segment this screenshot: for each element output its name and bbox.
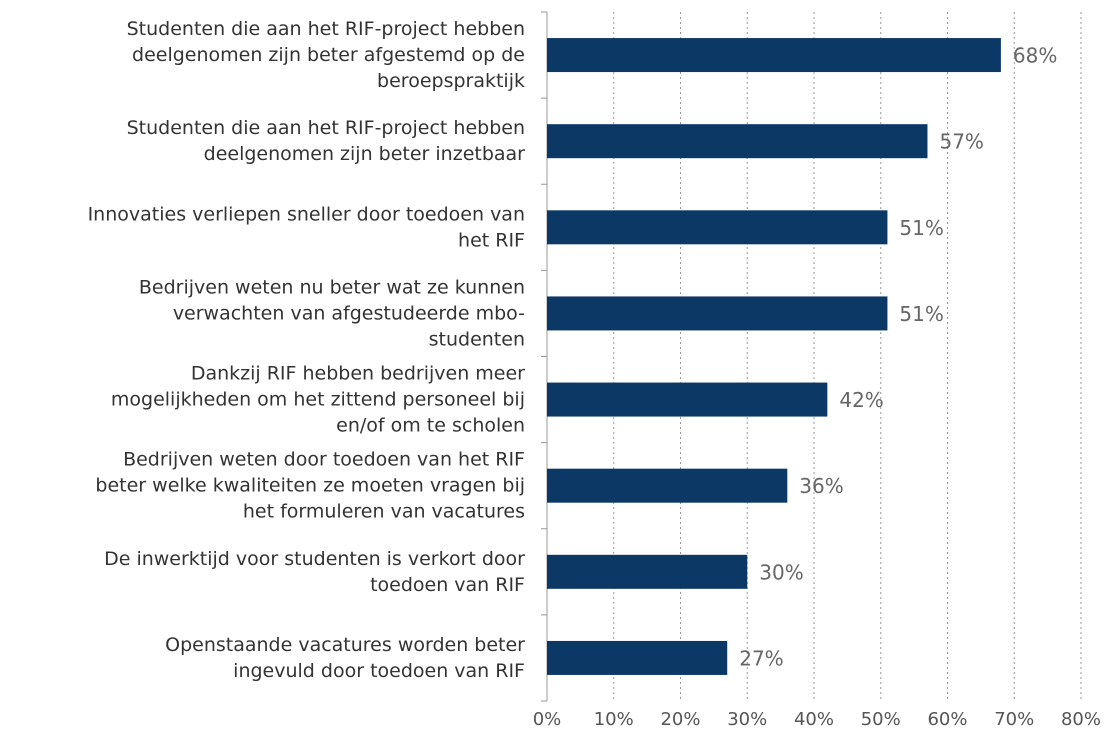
value-label: 51% (899, 302, 943, 326)
category-label: Dankzij RIF hebben bedrijven meer mogelij… (111, 362, 525, 436)
category-label: Studenten die aan het RIF-project hebben… (127, 18, 525, 92)
bar (547, 124, 928, 159)
bar (547, 38, 1001, 73)
bar (547, 382, 828, 417)
value-label: 51% (899, 216, 943, 240)
x-tick-label: 80% (1061, 709, 1101, 730)
bar (547, 468, 788, 503)
x-tick-label: 40% (794, 709, 834, 730)
category-label: Innovaties verliepen sneller door toedoe… (88, 203, 525, 251)
value-label: 27% (739, 646, 783, 670)
bar (547, 210, 888, 245)
value-label: 36% (799, 474, 843, 498)
x-tick-label: 30% (727, 709, 767, 730)
x-tick-label: 20% (660, 709, 700, 730)
category-label: Openstaande vacatures worden beter ingevu… (165, 633, 525, 681)
category-label: De inwerktijd voor studenten is verkort … (104, 547, 525, 595)
x-tick-label: 70% (994, 709, 1034, 730)
x-tick-label: 60% (927, 709, 967, 730)
bar (547, 640, 728, 675)
category-label: Studenten die aan het RIF-project hebben… (127, 117, 526, 165)
x-tick-label: 0% (533, 709, 562, 730)
category-label: Bedrijven weten nu beter wat ze kunnen ve… (139, 276, 525, 350)
category-label: Bedrijven weten door toedoen van het RIF… (95, 448, 525, 522)
x-tick-label: 50% (861, 709, 901, 730)
bar (547, 554, 748, 589)
bar (547, 296, 888, 331)
value-label: 42% (839, 388, 883, 412)
value-label: 68% (1013, 44, 1057, 68)
value-label: 30% (759, 560, 803, 584)
x-tick-label: 10% (594, 709, 634, 730)
value-label: 57% (939, 130, 983, 154)
